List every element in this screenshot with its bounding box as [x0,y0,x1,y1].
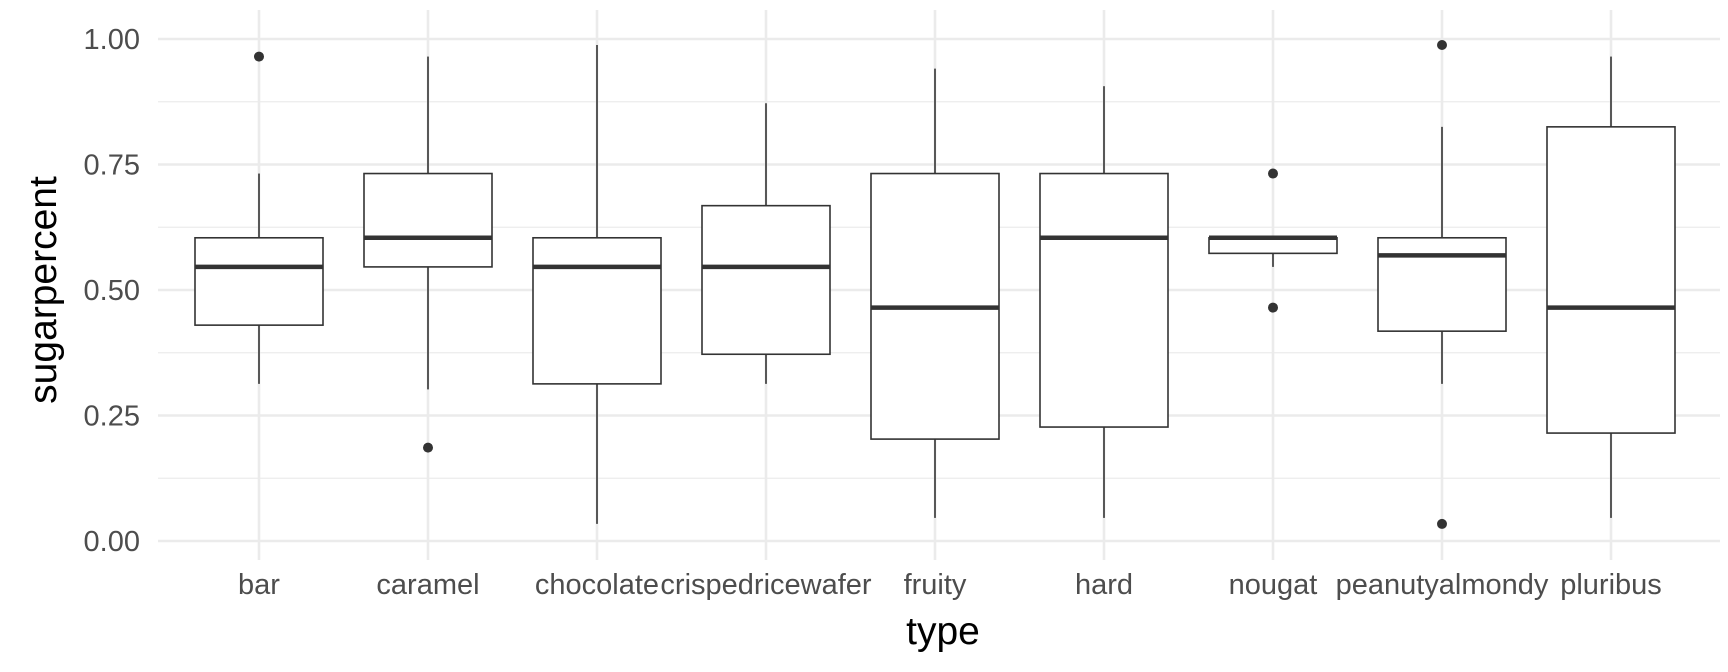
x-tick-label: caramel [376,569,479,601]
box-group [363,56,493,453]
y-tick-label: 1.00 [84,24,140,56]
x-tick-label: crispedricewafer [660,569,871,601]
box-group [1546,56,1676,518]
box-group [532,45,662,524]
box [1377,236,1507,332]
box [363,172,493,268]
box [532,236,662,385]
box-group [870,68,1000,518]
x-tick-label: pluribus [1560,569,1662,601]
box [701,204,831,356]
box [1039,172,1169,428]
outlier-point [1437,40,1447,51]
outlier-point [423,442,433,453]
tick-layer: 0.00 0.25 0.50 0.75 1.00 bar caramel chocolate c… [84,24,1662,601]
outlier-point [1437,518,1447,529]
y-tick-label: 0.75 [84,150,140,182]
x-tick-label: fruity [904,569,967,601]
y-tick-label: 0.25 [84,401,140,433]
box-layer [194,40,1676,529]
outlier-point [1268,302,1278,313]
y-tick-label: 0.50 [84,275,140,307]
x-tick-label: chocolate [535,569,659,601]
x-tick-label: hard [1075,569,1133,601]
x-axis-title: type [906,610,980,653]
box [194,236,324,326]
box-group [1039,86,1169,518]
x-tick-label: bar [238,569,280,601]
box-group [1208,168,1338,313]
x-tick-label: nougat [1229,569,1318,601]
outlier-point [254,51,264,62]
y-axis-title: sugarpercent [22,176,65,404]
outlier-point [1268,168,1278,179]
x-tick-label: peanutyalmondy [1336,569,1549,601]
box-group [701,103,831,384]
box-group [1377,40,1507,529]
y-tick-label: 0.00 [84,526,140,558]
box [1546,126,1676,434]
box-group [194,51,324,384]
box [1208,236,1338,255]
